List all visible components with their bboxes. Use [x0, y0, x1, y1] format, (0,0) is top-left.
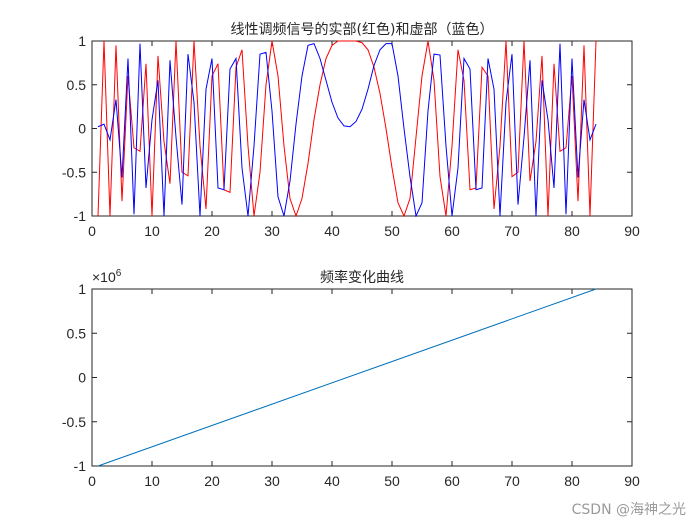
y-tick-label: -1	[74, 208, 87, 224]
chart-title: 线性调频信号的实部(红色)和虚部（蓝色）	[231, 21, 494, 38]
series-line	[97, 43, 597, 217]
series-line	[97, 288, 597, 467]
axes-box	[91, 40, 633, 217]
x-tick-label: 60	[444, 473, 460, 489]
x-tick-label: 0	[88, 473, 96, 489]
series-line	[97, 40, 597, 217]
chart-title: 频率变化曲线	[320, 269, 404, 286]
x-tick-label: 10	[144, 223, 160, 239]
x-tick-label: 20	[204, 473, 220, 489]
x-tick-label: 30	[264, 223, 280, 239]
y-tick-label: 0	[78, 370, 86, 386]
x-tick-label: 50	[384, 473, 400, 489]
x-tick-label: 60	[444, 223, 460, 239]
x-tick-label: 30	[264, 473, 280, 489]
y-tick-label: 0.5	[67, 77, 87, 93]
y-tick-label: 0.5	[67, 325, 87, 341]
y-tick-label: 1	[78, 281, 86, 297]
x-tick-label: 20	[204, 223, 220, 239]
x-tick-label: 10	[144, 473, 160, 489]
y-tick-label: -0.5	[62, 164, 86, 180]
y-exponent-label: ×106	[92, 268, 122, 285]
bottom-axes: 0 10 20 30 40 50 60 70 80 90 -1 -0.5 0 0.5 1 频率变化曲线 ×106	[62, 268, 640, 489]
y-tick-label: -1	[74, 458, 87, 474]
y-tick-label: -0.5	[62, 414, 86, 430]
x-tick-label: 0	[88, 223, 96, 239]
x-tick-label: 90	[624, 473, 640, 489]
watermark: CSDN @海神之光	[571, 502, 686, 518]
x-tick-label: 40	[324, 473, 340, 489]
x-tick-label: 80	[564, 223, 580, 239]
x-tick-label: 70	[504, 473, 520, 489]
x-tick-label: 80	[564, 473, 580, 489]
y-tick-label: 1	[78, 33, 86, 49]
x-tick-label: 70	[504, 223, 520, 239]
y-tick-label: 0	[78, 121, 86, 137]
x-tick-label: 50	[384, 223, 400, 239]
x-tick-label: 40	[324, 223, 340, 239]
x-tick-label: 90	[624, 223, 640, 239]
top-axes: 0 10 20 30 40 50 60 70 80 90 -1 -0.5 0 0.5 1 线性调频信号的实部(…	[62, 21, 640, 239]
